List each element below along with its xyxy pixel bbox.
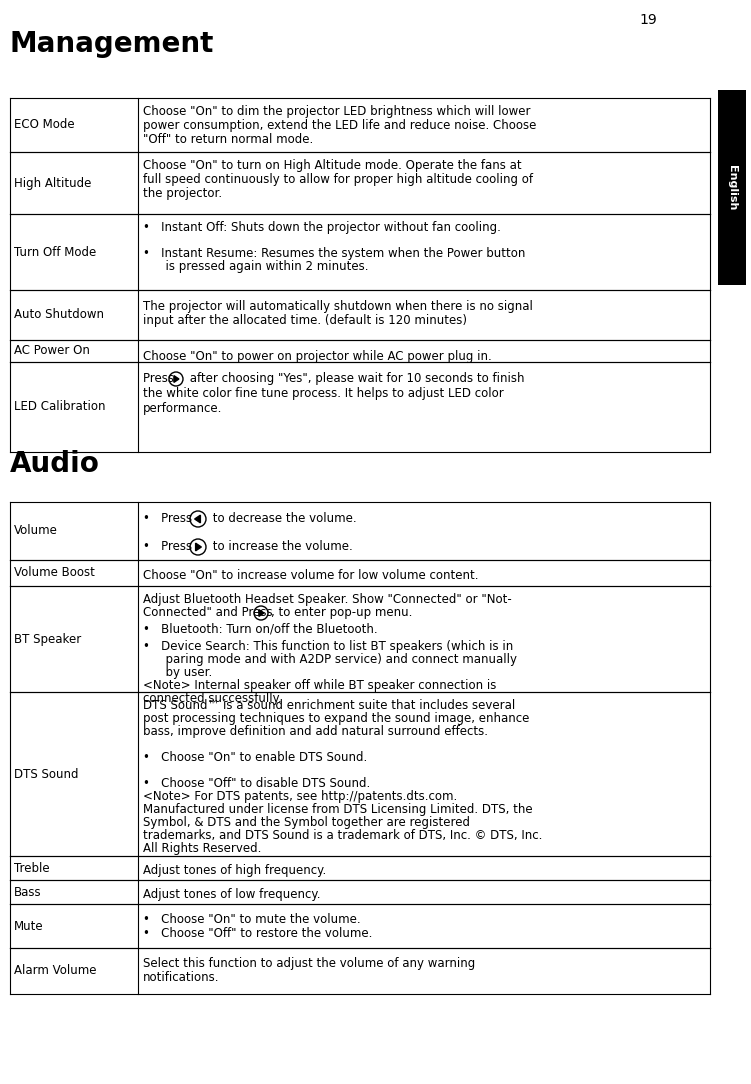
Text: to decrease the volume.: to decrease the volume. xyxy=(209,512,357,525)
Text: power consumption, extend the LED life and reduce noise. Choose: power consumption, extend the LED life a… xyxy=(143,119,536,132)
Text: •   Choose "On" to mute the volume.: • Choose "On" to mute the volume. xyxy=(143,913,360,926)
Text: Adjust tones of low frequency.: Adjust tones of low frequency. xyxy=(143,888,321,901)
Text: Auto Shutdown: Auto Shutdown xyxy=(14,309,104,322)
Text: Volume Boost: Volume Boost xyxy=(14,567,95,580)
Text: •   Instant Resume: Resumes the system when the Power button: • Instant Resume: Resumes the system whe… xyxy=(143,247,526,260)
Text: performance.: performance. xyxy=(143,402,222,415)
Bar xyxy=(718,90,746,285)
Text: Symbol, & DTS and the Symbol together are registered: Symbol, & DTS and the Symbol together ar… xyxy=(143,816,470,829)
Text: •   Device Search: This function to list BT speakers (which is in: • Device Search: This function to list B… xyxy=(143,640,513,653)
Text: ECO Mode: ECO Mode xyxy=(14,118,74,131)
Text: , to enter pop-up menu.: , to enter pop-up menu. xyxy=(271,606,412,619)
Text: 19: 19 xyxy=(639,13,657,27)
Text: Choose "On" to dim the projector LED brightness which will lower: Choose "On" to dim the projector LED bri… xyxy=(143,105,530,118)
Text: Adjust tones of high frequency.: Adjust tones of high frequency. xyxy=(143,864,326,877)
Text: •   Press: • Press xyxy=(143,540,196,553)
Text: Adjust Bluetooth Headset Speaker. Show "Connected" or "Not-: Adjust Bluetooth Headset Speaker. Show "… xyxy=(143,593,511,606)
Text: Bass: Bass xyxy=(14,886,41,899)
Text: •   Choose "On" to enable DTS Sound.: • Choose "On" to enable DTS Sound. xyxy=(143,751,367,764)
Polygon shape xyxy=(174,376,179,383)
Text: Select this function to adjust the volume of any warning: Select this function to adjust the volum… xyxy=(143,957,475,970)
Text: Choose "On" to power on projector while AC power plug in.: Choose "On" to power on projector while … xyxy=(143,350,492,363)
Text: Mute: Mute xyxy=(14,919,44,932)
Text: the white color fine tune process. It helps to adjust LED color: the white color fine tune process. It he… xyxy=(143,387,504,400)
Text: Treble: Treble xyxy=(14,862,50,875)
Polygon shape xyxy=(195,515,201,522)
Text: <Note> Internal speaker off while BT speaker connection is: <Note> Internal speaker off while BT spe… xyxy=(143,679,496,692)
Text: High Altitude: High Altitude xyxy=(14,177,92,190)
Polygon shape xyxy=(195,543,201,551)
Text: to increase the volume.: to increase the volume. xyxy=(209,540,353,553)
Text: <Note> For DTS patents, see http://patents.dts.com.: <Note> For DTS patents, see http://paten… xyxy=(143,790,457,803)
Text: Choose "On" to turn on High Altitude mode. Operate the fans at: Choose "On" to turn on High Altitude mod… xyxy=(143,159,522,172)
Text: •   Choose "Off" to restore the volume.: • Choose "Off" to restore the volume. xyxy=(143,927,372,940)
Text: Management: Management xyxy=(10,30,214,59)
Text: Volume: Volume xyxy=(14,525,58,538)
Text: Connected" and Press: Connected" and Press xyxy=(143,606,276,619)
Text: English: English xyxy=(727,165,737,210)
Text: BT Speaker: BT Speaker xyxy=(14,632,81,645)
Text: "Off" to return normal mode.: "Off" to return normal mode. xyxy=(143,133,313,146)
Polygon shape xyxy=(259,609,264,617)
Text: notifications.: notifications. xyxy=(143,971,219,984)
Text: trademarks, and DTS Sound is a trademark of DTS, Inc. © DTS, Inc.: trademarks, and DTS Sound is a trademark… xyxy=(143,829,542,842)
Text: Turn Off Mode: Turn Off Mode xyxy=(14,245,96,258)
Text: Audio: Audio xyxy=(10,450,100,478)
Text: The projector will automatically shutdown when there is no signal: The projector will automatically shutdow… xyxy=(143,300,533,313)
Text: Choose "On" to increase volume for low volume content.: Choose "On" to increase volume for low v… xyxy=(143,569,478,582)
Text: input after the allocated time. (default is 120 minutes): input after the allocated time. (default… xyxy=(143,314,467,327)
Text: post processing techniques to expand the sound image, enhance: post processing techniques to expand the… xyxy=(143,712,529,725)
Text: bass, improve definition and add natural surround effects.: bass, improve definition and add natural… xyxy=(143,725,488,738)
Text: by user.: by user. xyxy=(143,666,213,679)
Text: is pressed again within 2 minutes.: is pressed again within 2 minutes. xyxy=(143,260,369,273)
Text: •   Press: • Press xyxy=(143,512,196,525)
Text: after choosing "Yes", please wait for 10 seconds to finish: after choosing "Yes", please wait for 10… xyxy=(186,372,524,385)
Text: AC Power On: AC Power On xyxy=(14,345,90,358)
Text: full speed continuously to allow for proper high altitude cooling of: full speed continuously to allow for pro… xyxy=(143,173,533,186)
Text: •   Instant Off: Shuts down the projector without fan cooling.: • Instant Off: Shuts down the projector … xyxy=(143,221,501,234)
Text: DTS Sound: DTS Sound xyxy=(14,767,79,780)
Text: paring mode and with A2DP service) and connect manually: paring mode and with A2DP service) and c… xyxy=(143,653,517,666)
Text: connected successfully.: connected successfully. xyxy=(143,692,282,705)
Text: DTS Sound™ is a sound enrichment suite that includes several: DTS Sound™ is a sound enrichment suite t… xyxy=(143,699,515,712)
Text: Alarm Volume: Alarm Volume xyxy=(14,965,96,978)
Text: LED Calibration: LED Calibration xyxy=(14,400,105,413)
Text: Manufactured under license from DTS Licensing Limited. DTS, the: Manufactured under license from DTS Lice… xyxy=(143,803,532,816)
Text: the projector.: the projector. xyxy=(143,188,222,201)
Text: All Rights Reserved.: All Rights Reserved. xyxy=(143,842,261,855)
Text: Press: Press xyxy=(143,372,178,385)
Text: •   Choose "Off" to disable DTS Sound.: • Choose "Off" to disable DTS Sound. xyxy=(143,777,370,790)
Text: •   Bluetooth: Turn on/off the Bluetooth.: • Bluetooth: Turn on/off the Bluetooth. xyxy=(143,623,378,636)
